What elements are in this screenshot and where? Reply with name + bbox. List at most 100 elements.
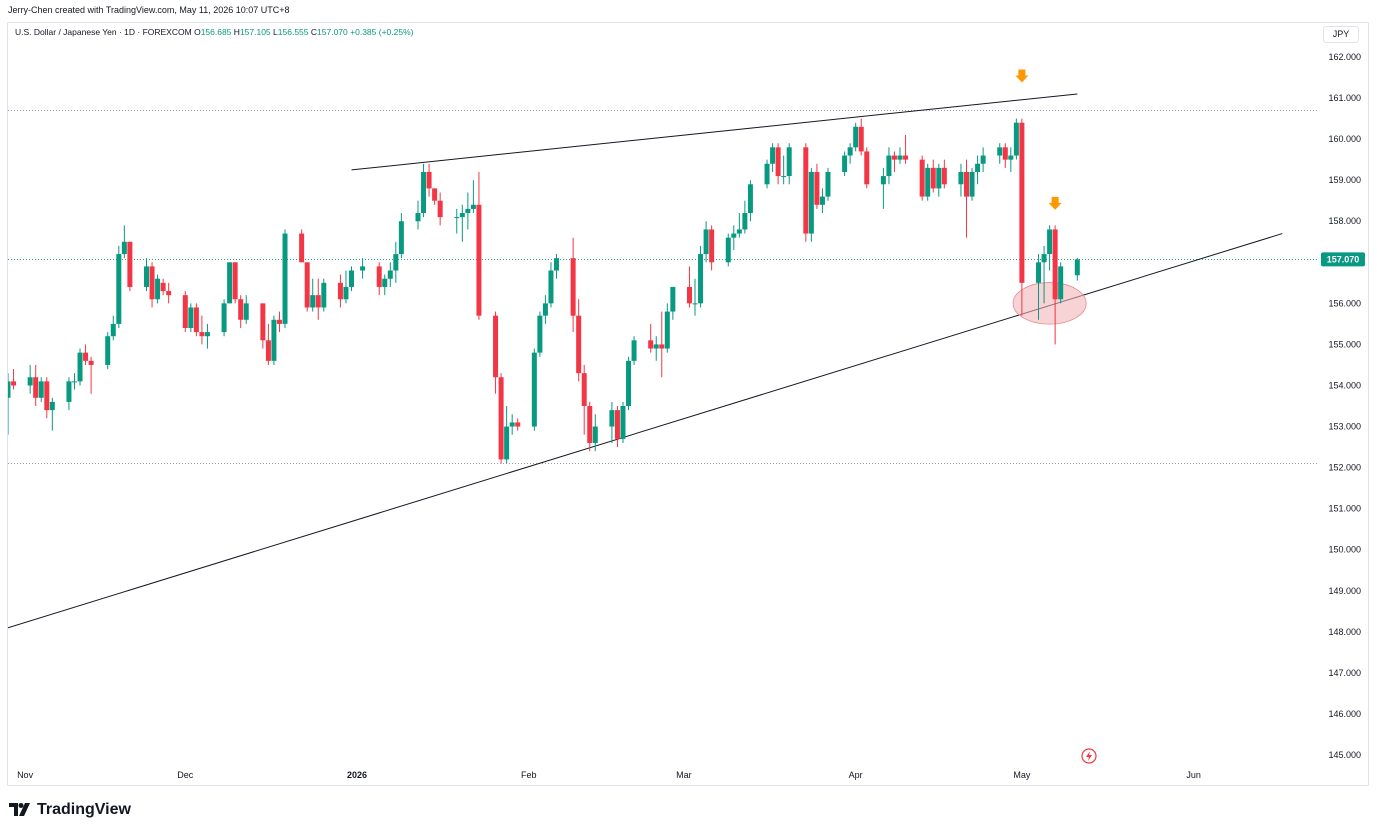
low-label: L bbox=[273, 27, 278, 37]
candle-body bbox=[27, 377, 33, 386]
candle-body bbox=[764, 163, 770, 185]
candle-body bbox=[360, 266, 366, 271]
y-tick-label: 161.000 bbox=[1328, 93, 1361, 103]
candle-body bbox=[121, 241, 127, 255]
candle-body bbox=[886, 155, 892, 177]
candle-body bbox=[105, 336, 111, 365]
candle-body bbox=[343, 286, 349, 300]
symbol-title[interactable]: U.S. Dollar / Japanese Yen · 1D · FOREXC… bbox=[15, 27, 192, 37]
y-tick-label: 160.000 bbox=[1328, 134, 1361, 144]
candle-body bbox=[736, 229, 742, 234]
candle-body bbox=[548, 270, 554, 304]
candle-body bbox=[144, 266, 150, 287]
close-label: C bbox=[310, 27, 318, 37]
candle-body bbox=[626, 360, 632, 407]
candle-body bbox=[88, 360, 94, 365]
candle-body bbox=[692, 303, 698, 305]
candle-body bbox=[282, 233, 288, 324]
candle-body bbox=[71, 381, 77, 383]
y-tick-label: 147.000 bbox=[1328, 668, 1361, 678]
candle-body bbox=[265, 340, 271, 361]
attribution-text: Jerry-Chen created with TradingView.com,… bbox=[8, 5, 290, 15]
candle-body bbox=[415, 213, 421, 222]
candle-body bbox=[1074, 259, 1080, 276]
high-label: H bbox=[233, 27, 240, 37]
candle-body bbox=[570, 258, 576, 316]
x-tick-label: Apr bbox=[849, 770, 863, 780]
candle-body bbox=[470, 204, 476, 209]
candle-body bbox=[659, 344, 665, 349]
candle-body bbox=[349, 270, 355, 287]
candle-body bbox=[432, 188, 438, 201]
trendline-2 bbox=[8, 233, 1283, 629]
currency-button[interactable]: JPY bbox=[1323, 26, 1359, 43]
candle-body bbox=[670, 286, 676, 312]
candle-body bbox=[808, 171, 814, 234]
candle-body bbox=[775, 147, 781, 177]
candle-body bbox=[149, 266, 155, 300]
candle-body bbox=[321, 282, 327, 308]
candle-body bbox=[941, 167, 947, 185]
y-tick-label: 149.000 bbox=[1328, 586, 1361, 596]
candle-body bbox=[393, 254, 399, 271]
symbol-legend: U.S. Dollar / Japanese Yen · 1D · FOREXC… bbox=[15, 27, 413, 37]
candle-body bbox=[299, 233, 305, 263]
candle-body bbox=[44, 381, 50, 411]
support-highlight-ellipse bbox=[1012, 282, 1087, 325]
candle-body bbox=[227, 262, 233, 304]
high-value: 157.105 bbox=[239, 27, 271, 37]
candle-body bbox=[504, 426, 510, 460]
candle-body bbox=[1002, 147, 1008, 160]
candle-body bbox=[858, 126, 864, 152]
candle-body bbox=[315, 295, 321, 308]
y-tick-label: 150.000 bbox=[1328, 545, 1361, 555]
candle-body bbox=[609, 410, 615, 427]
candle-body bbox=[664, 311, 670, 349]
candle-body bbox=[703, 229, 709, 255]
candle-body bbox=[493, 315, 499, 378]
x-tick-label: 2026 bbox=[347, 770, 367, 780]
candle-body bbox=[531, 352, 537, 427]
x-tick-label: Dec bbox=[177, 770, 194, 780]
candle-body bbox=[975, 163, 981, 172]
candle-body bbox=[437, 200, 443, 218]
candle-body bbox=[276, 319, 282, 324]
lightning-icon-ring bbox=[1081, 748, 1097, 764]
trendline-1 bbox=[351, 93, 1078, 171]
candle-body bbox=[1013, 122, 1019, 156]
chart-pane[interactable] bbox=[7, 22, 1369, 786]
last-price-badge bbox=[1321, 252, 1365, 267]
candle-body bbox=[825, 171, 831, 197]
candle-body bbox=[155, 278, 161, 300]
candle-body bbox=[182, 295, 188, 328]
y-tick-label: 153.000 bbox=[1328, 422, 1361, 432]
candle-body bbox=[930, 167, 936, 189]
brand-footer[interactable]: TradingView bbox=[9, 801, 131, 819]
candle-body bbox=[33, 377, 39, 398]
candle-body bbox=[891, 155, 897, 160]
candle-body bbox=[997, 147, 1003, 156]
candle-body bbox=[919, 159, 925, 197]
candle-body bbox=[310, 295, 316, 308]
x-tick-label: Nov bbox=[17, 770, 34, 780]
candle-body bbox=[592, 426, 598, 443]
candle-body bbox=[166, 291, 172, 296]
y-tick-label: 146.000 bbox=[1328, 709, 1361, 719]
candle-body bbox=[853, 126, 859, 148]
candle-body bbox=[620, 406, 626, 439]
candle-body bbox=[963, 171, 969, 197]
x-tick-label: Feb bbox=[521, 770, 537, 780]
candle-body bbox=[1036, 262, 1042, 283]
candle-body bbox=[11, 381, 17, 386]
candle-body bbox=[204, 332, 210, 337]
candle-body bbox=[587, 406, 593, 443]
candle-body bbox=[271, 319, 277, 361]
candle-body bbox=[38, 381, 44, 398]
candle-body bbox=[49, 401, 55, 411]
y-tick-label: 155.000 bbox=[1328, 339, 1361, 349]
y-tick-label: 152.000 bbox=[1328, 463, 1361, 473]
candle-body bbox=[110, 323, 116, 337]
candle-body bbox=[221, 303, 227, 333]
candle-body bbox=[648, 340, 654, 349]
